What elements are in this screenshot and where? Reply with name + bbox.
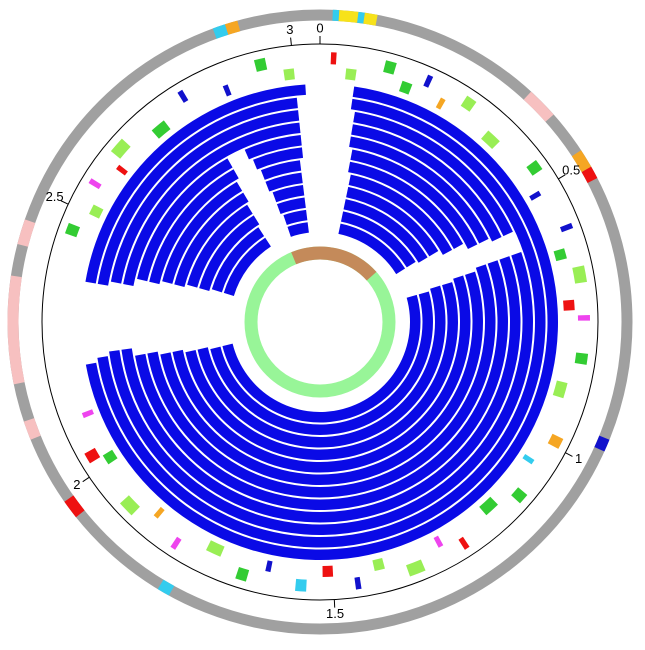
feature [578, 315, 590, 321]
feature [323, 566, 334, 577]
tick-label: 0.5 [562, 163, 580, 178]
feature [7, 276, 24, 385]
feature [522, 454, 534, 464]
feature [479, 497, 498, 516]
feature [111, 139, 131, 159]
feature [548, 434, 564, 449]
feature [511, 487, 527, 503]
tick-label: 2 [73, 477, 80, 492]
identity-segment [283, 210, 307, 225]
feature [560, 223, 573, 232]
feature [120, 495, 140, 515]
feature [235, 567, 249, 582]
feature [423, 75, 433, 88]
feature [17, 219, 35, 246]
feature [526, 160, 542, 176]
tick-mark [565, 453, 572, 457]
feature [331, 52, 337, 64]
feature [65, 223, 80, 237]
feature [223, 84, 232, 96]
tick-label: 1.5 [326, 606, 344, 621]
tick-mark [83, 477, 90, 481]
feature [345, 68, 357, 80]
feature [406, 559, 426, 576]
feature [291, 246, 376, 280]
feature [575, 352, 588, 364]
tick-mark [291, 38, 292, 46]
feature [399, 81, 412, 95]
feature [154, 507, 165, 519]
feature [553, 380, 568, 398]
feature [254, 58, 267, 72]
feature [524, 92, 554, 122]
feature [383, 60, 397, 74]
feature [354, 577, 361, 590]
feature [24, 418, 41, 440]
feature [103, 450, 118, 465]
feature [170, 537, 181, 550]
feature [332, 10, 339, 21]
feature [152, 120, 171, 138]
feature [339, 10, 359, 23]
feature [436, 98, 446, 110]
tick-label: 3 [286, 22, 293, 37]
feature [82, 409, 94, 418]
feature [458, 537, 469, 550]
feature [283, 68, 295, 80]
feature [363, 13, 377, 26]
feature [265, 560, 272, 572]
feature [177, 90, 188, 103]
feature [372, 558, 385, 571]
feature [529, 191, 541, 201]
feature [572, 265, 587, 283]
tick-label: 0 [316, 20, 323, 35]
feature [116, 165, 128, 176]
feature [554, 248, 567, 261]
tick-label: 2.5 [46, 189, 64, 204]
identity-segment [287, 222, 308, 237]
feature [295, 579, 307, 592]
feature [206, 540, 225, 556]
feature [89, 204, 103, 218]
tick-label: 1 [575, 451, 582, 466]
feature [434, 536, 444, 548]
feature [481, 130, 500, 149]
feature [89, 178, 102, 189]
feature [84, 448, 100, 463]
feature [461, 96, 477, 112]
feature [563, 300, 575, 311]
